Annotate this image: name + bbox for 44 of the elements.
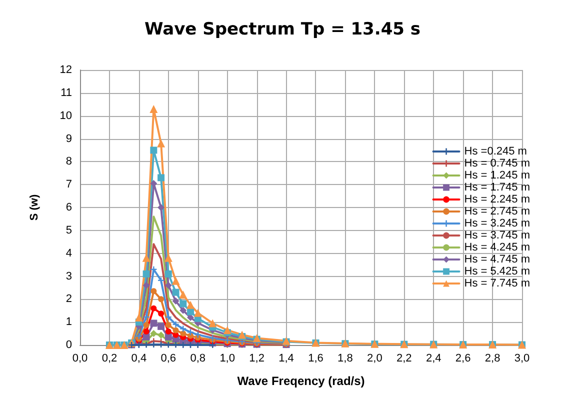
x-tick-label: 0,0 [72, 352, 88, 364]
x-tick-label: 1,8 [338, 352, 353, 364]
legend-label: Hs = 2.745 m [464, 206, 530, 218]
y-tick-label: 3 [66, 270, 72, 282]
x-tick-label: 0,2 [102, 352, 118, 364]
legend-label: Hs = 5.425 m [464, 266, 530, 278]
y-tick-label: 0 [66, 339, 72, 351]
x-tick-label: 1,2 [249, 352, 264, 364]
legend-label: Hs =0.245 m [464, 146, 527, 158]
x-tick-label: 2,6 [455, 352, 471, 364]
y-tick-label: 11 [60, 86, 72, 99]
x-tick-label: 2,2 [396, 352, 412, 364]
y-tick-label: 6 [66, 202, 72, 214]
y-tick-label: 5 [66, 224, 72, 236]
chart-title: Wave Spectrum Tp = 13.45 s [144, 20, 421, 40]
y-tick-label: 12 [60, 64, 72, 76]
y-tick-label: 8 [66, 156, 72, 168]
x-tick-label: 3,0 [514, 352, 530, 364]
y-tick-label: 7 [66, 178, 72, 191]
x-tick-label: 2,4 [426, 352, 442, 364]
y-axis-title: S (w) [28, 194, 40, 221]
x-tick-label: 0,6 [160, 352, 176, 364]
x-tick-label: 1,0 [220, 352, 235, 364]
y-tick-label: 9 [66, 132, 72, 145]
x-tick-label: 0,8 [190, 352, 206, 364]
legend-label: Hs = 3.745 m [464, 230, 530, 242]
legend-label: Hs = 7.745 m [464, 278, 530, 290]
x-tick-label: 1,6 [308, 352, 324, 364]
x-tick-label: 2,8 [484, 352, 500, 364]
y-tick-label: 10 [60, 110, 72, 122]
legend-label: Hs = 1.745 m [464, 182, 530, 194]
x-tick-label: 2,0 [367, 352, 382, 364]
legend-label: Hs = 1.245 m [464, 170, 530, 182]
legend-label: Hs = 4.745 m [464, 254, 530, 266]
x-tick-label: 1,4 [278, 352, 294, 364]
y-tick-label: 1 [66, 316, 72, 328]
legend-label: Hs = 0.745 m [464, 158, 530, 170]
y-tick-label: 2 [66, 293, 72, 306]
x-tick-label: 0,4 [131, 352, 147, 364]
legend-label: Hs = 4.245 m [464, 242, 530, 254]
legend-label: Hs = 3.245 m [464, 218, 530, 230]
legend-label: Hs = 2.245 m [464, 194, 530, 206]
x-axis-title: Wave Freqency (rad/s) [237, 374, 365, 388]
y-tick-label: 4 [66, 247, 72, 260]
